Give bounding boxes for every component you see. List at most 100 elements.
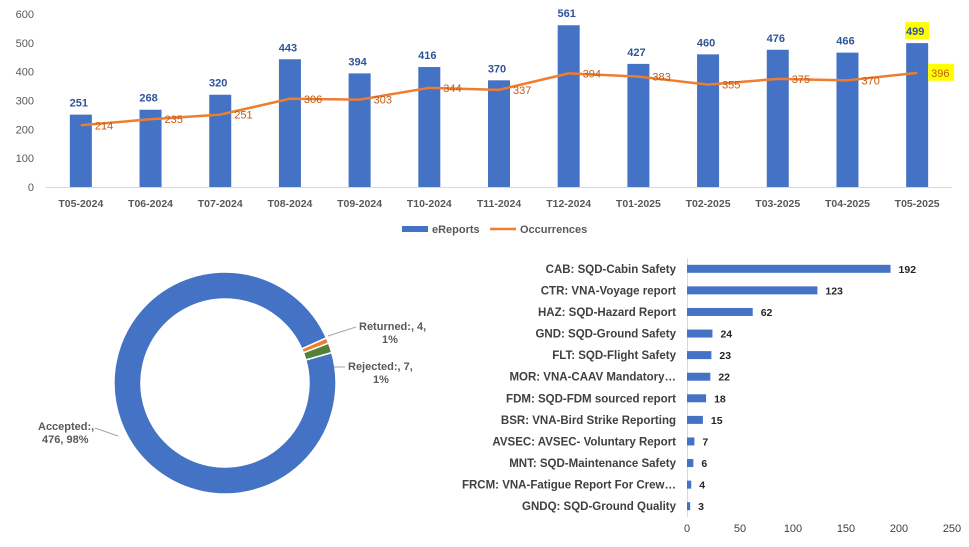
ereports-value-label: 460	[697, 37, 715, 49]
ereports-bar	[488, 80, 510, 187]
x-tick-label: T06-2024	[128, 198, 173, 210]
x-tick-label: T12-2024	[546, 198, 591, 210]
y-tick-label: 300	[16, 96, 34, 108]
category-label: HAZ: SQD-Hazard Report	[538, 307, 676, 319]
type-bar	[687, 480, 692, 489]
type-bar	[687, 286, 818, 295]
type-value-label: 24	[720, 329, 732, 341]
type-bar	[687, 264, 891, 273]
ereports-bar	[69, 114, 92, 187]
occurrences-line	[80, 71, 918, 127]
ereports-value-label: 476	[767, 33, 785, 45]
type-value-label: 62	[761, 307, 773, 319]
type-bar	[687, 351, 712, 360]
y-tick-label: 600	[16, 9, 34, 21]
type-value-label: 6	[701, 458, 707, 470]
type-bar	[687, 329, 713, 338]
x-tick-label: T10-2024	[407, 198, 452, 210]
legend-label-ereports: eReports	[432, 224, 480, 236]
x-tick-label: 150	[837, 523, 855, 535]
category-label: AVSEC: AVSEC- Voluntary Report	[492, 436, 676, 448]
y-tick-label: 0	[28, 182, 34, 194]
y-tick-label: 200	[16, 124, 34, 136]
ereports-bar	[209, 94, 232, 187]
type-value-label: 4	[699, 480, 705, 492]
ereports-bar	[836, 52, 859, 188]
type-value-label: 7	[702, 436, 708, 448]
x-tick-label: 0	[684, 523, 690, 535]
ereports-value-label: 427	[627, 47, 645, 59]
occurrences-value-label: 251	[234, 110, 252, 122]
ereports-value-label: 251	[70, 98, 88, 110]
category-label: FRCM: VNA-Fatigue Report For Crew…	[462, 480, 676, 492]
ereports-bar	[906, 43, 929, 187]
type-bar	[687, 394, 707, 403]
type-value-label: 18	[714, 393, 726, 405]
occurrences-value-label: 375	[792, 74, 810, 86]
x-tick-label: T04-2025	[825, 198, 870, 210]
category-label: CTR: VNA-Voyage report	[541, 285, 676, 297]
occurrences-value-label: 355	[722, 80, 740, 92]
category-label: FDM: SQD-FDM sourced report	[506, 393, 676, 405]
x-tick-label: T03-2025	[755, 198, 800, 210]
x-tick-label: 250	[943, 523, 961, 535]
ereports-bar	[627, 63, 650, 187]
ereports-bar	[697, 54, 720, 187]
x-tick-label: 200	[890, 523, 908, 535]
category-label: BSR: VNA-Bird Strike Reporting	[501, 415, 676, 427]
ereports-bar	[348, 73, 371, 187]
type-bar	[687, 307, 753, 316]
x-tick-label: 100	[784, 523, 802, 535]
type-value-label: 192	[899, 264, 917, 276]
category-label: GND: SQD-Ground Safety	[535, 329, 676, 341]
occurrences-value-label: 370	[861, 75, 879, 87]
rejected-slice-label: Rejected:, 7,	[348, 361, 413, 373]
ereports-value-label: 394	[348, 56, 367, 68]
returned-slice-percent: 1%	[382, 334, 398, 346]
type-value-label: 22	[718, 372, 730, 384]
ereports-bar	[278, 59, 301, 187]
occurrences-value-label: 303	[374, 95, 392, 107]
ereports-value-label: 443	[279, 42, 297, 54]
type-bar	[687, 502, 691, 511]
type-value-label: 15	[711, 415, 723, 427]
ereports-value-label: 499	[906, 26, 924, 38]
ereports-value-label: 466	[836, 36, 854, 48]
monthly-reports-chart: 0 100 200 300 400 500 600 251 268 320 443 394 416 370…	[16, 8, 955, 236]
category-label: MNT: SQD-Maintenance Safety	[509, 458, 676, 470]
x-tick-label: 50	[734, 523, 746, 535]
type-value-label: 123	[825, 285, 843, 297]
y-tick-label: 100	[16, 153, 34, 165]
occurrences-value-label: 383	[652, 72, 670, 84]
ereports-bar	[418, 67, 441, 187]
category-label: FLT: SQD-Flight Safety	[552, 350, 676, 362]
highlight-box	[928, 63, 955, 81]
returned-slice-label: Returned:, 4,	[359, 321, 426, 333]
ereports-value-label: 416	[418, 50, 436, 62]
x-tick-label: T02-2025	[686, 198, 731, 210]
type-bar	[687, 459, 694, 468]
x-tick-label: T07-2024	[198, 198, 243, 210]
ereports-value-label: 320	[209, 78, 227, 90]
x-tick-label: T01-2025	[616, 198, 661, 210]
ereports-value-label: 268	[139, 93, 157, 105]
x-tick-label: T11-2024	[477, 198, 522, 210]
type-bar	[687, 437, 695, 446]
accepted-leader-line	[94, 427, 119, 437]
occurrences-value-label: 235	[165, 114, 183, 126]
ereports-bar	[139, 109, 162, 187]
donut-slice-accepted	[113, 271, 337, 495]
occurrences-value-label: 214	[95, 120, 113, 132]
occurrences-value-label: 394	[583, 68, 601, 80]
x-tick-label: T05-2025	[895, 198, 940, 210]
ereports-value-label: 370	[488, 63, 506, 75]
x-tick-label: T09-2024	[337, 198, 382, 210]
accepted-slice-label: Accepted:, 476, 98%	[38, 421, 94, 446]
y-tick-label: 400	[16, 67, 34, 79]
x-tick-label: T05-2024	[58, 198, 103, 210]
returned-leader-line	[327, 326, 357, 337]
highlight-box	[905, 22, 930, 40]
occurrences-value-label: 396	[931, 68, 949, 80]
type-bar	[687, 415, 703, 424]
rejected-slice-percent: 1%	[373, 374, 389, 386]
